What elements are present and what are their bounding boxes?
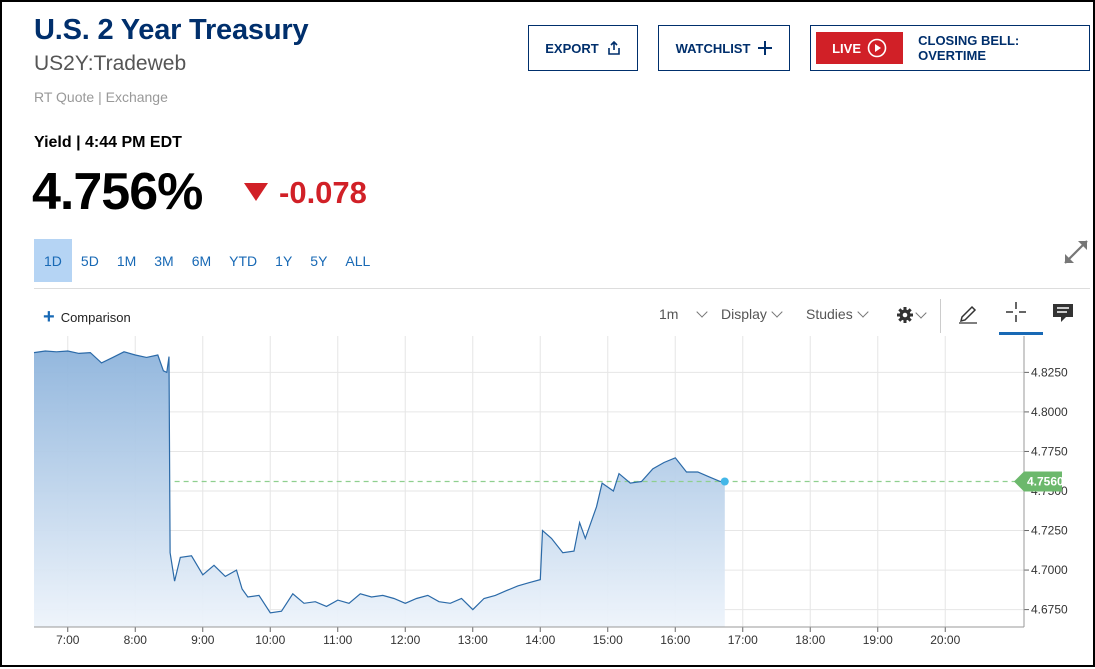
x-tick-label: 8:00 (124, 633, 148, 647)
live-tv-button[interactable]: LIVE CLOSING BELL: OVERTIME (810, 25, 1090, 71)
x-tick-label: 7:00 (56, 633, 80, 647)
series-area (34, 351, 725, 627)
watchlist-label: WATCHLIST (675, 40, 751, 56)
yield-value: 4.756% (32, 163, 203, 221)
quote-source: RT Quote | Exchange (34, 89, 168, 105)
chevron-down-icon (771, 306, 783, 318)
comment-icon[interactable] (1052, 303, 1074, 323)
pencil-icon[interactable] (957, 303, 979, 325)
comparison-label: Comparison (60, 309, 131, 325)
tab-5y[interactable]: 5Y (310, 252, 328, 269)
studies-dropdown[interactable]: Studies (806, 306, 869, 322)
tab-1m[interactable]: 1M (116, 252, 137, 269)
yield-timestamp: Yield | 4:44 PM EDT (34, 134, 182, 151)
display-dropdown[interactable]: Display (721, 306, 783, 322)
expand-icon[interactable] (1062, 238, 1090, 266)
export-button[interactable]: EXPORT (528, 25, 638, 71)
y-tick-label: 4.7750 (1031, 444, 1068, 458)
tab-1d[interactable]: 1D (34, 239, 72, 282)
x-tick-label: 14:00 (525, 633, 555, 647)
plus-icon (758, 41, 773, 55)
export-label: EXPORT (545, 40, 599, 56)
settings-dropdown[interactable] (896, 306, 927, 324)
crosshair-icon[interactable] (1005, 301, 1027, 323)
tab-ytd[interactable]: YTD (229, 252, 258, 269)
toolbar-separator (940, 299, 941, 333)
x-tick-label: 9:00 (191, 633, 215, 647)
current-value-label: 4.7560 (1027, 475, 1064, 489)
y-tick-label: 4.7250 (1031, 524, 1068, 538)
last-point (720, 477, 729, 486)
x-tick-label: 16:00 (660, 633, 690, 647)
live-label: LIVE (832, 40, 861, 56)
down-arrow-icon (244, 183, 268, 201)
x-tick-label: 11:00 (323, 633, 352, 647)
interval-label: 1m (659, 306, 679, 322)
time-range-tabs: 1D 5D 1M 3M 6M YTD 1Y 5Y ALL (34, 239, 379, 282)
page-title: U.S. 2 Year Treasury (34, 14, 309, 46)
watchlist-button[interactable]: WATCHLIST (658, 25, 790, 71)
yield-change: -0.078 (279, 175, 367, 210)
x-tick-label: 13:00 (458, 633, 488, 647)
divider (34, 288, 1090, 289)
tab-1y[interactable]: 1Y (275, 252, 293, 269)
studies-label: Studies (806, 306, 853, 322)
tab-3m[interactable]: 3M (154, 252, 174, 269)
comparison-button[interactable]: + Comparison (43, 306, 131, 328)
x-tick-label: 20:00 (930, 633, 960, 647)
x-tick-label: 12:00 (390, 633, 420, 647)
tab-6m[interactable]: 6M (191, 252, 212, 269)
series-line (33, 350, 725, 614)
x-tick-label: 17:00 (728, 633, 758, 647)
play-circle-icon (867, 38, 887, 58)
x-tick-label: 19:00 (863, 633, 893, 647)
chevron-down-icon (915, 307, 927, 319)
ticker-symbol: US2Y:Tradeweb (34, 52, 187, 75)
tab-5d[interactable]: 5D (80, 252, 99, 269)
y-tick-label: 4.8250 (1031, 365, 1068, 379)
interval-dropdown[interactable]: 1m (659, 306, 709, 322)
live-show-title: CLOSING BELL: OVERTIME (918, 33, 1020, 63)
share-icon (607, 41, 620, 55)
x-tick-label: 10:00 (255, 633, 285, 647)
y-tick-label: 4.6750 (1031, 603, 1068, 617)
x-tick-label: 18:00 (795, 633, 825, 647)
tab-all[interactable]: ALL (345, 252, 371, 269)
live-badge: LIVE (816, 32, 904, 64)
crosshair-active-indicator (999, 332, 1043, 335)
chevron-down-icon (857, 306, 869, 318)
x-tick-label: 15:00 (593, 633, 623, 647)
display-label: Display (721, 306, 767, 322)
yield-chart[interactable]: 7:00 8:00 9:00 10:00 11:00 12:00 13:00 14:00 15:… (2, 336, 1095, 669)
y-tick-label: 4.7000 (1031, 563, 1068, 577)
chevron-down-icon (696, 306, 709, 318)
current-value-badge: 4.7560 (1014, 471, 1064, 492)
gear-icon (897, 307, 913, 323)
y-tick-label: 4.8000 (1031, 405, 1068, 419)
plus-icon: + (43, 306, 55, 328)
x-axis: 7:00 8:00 9:00 10:00 11:00 12:00 13:00 14:00 15:… (34, 626, 1024, 647)
